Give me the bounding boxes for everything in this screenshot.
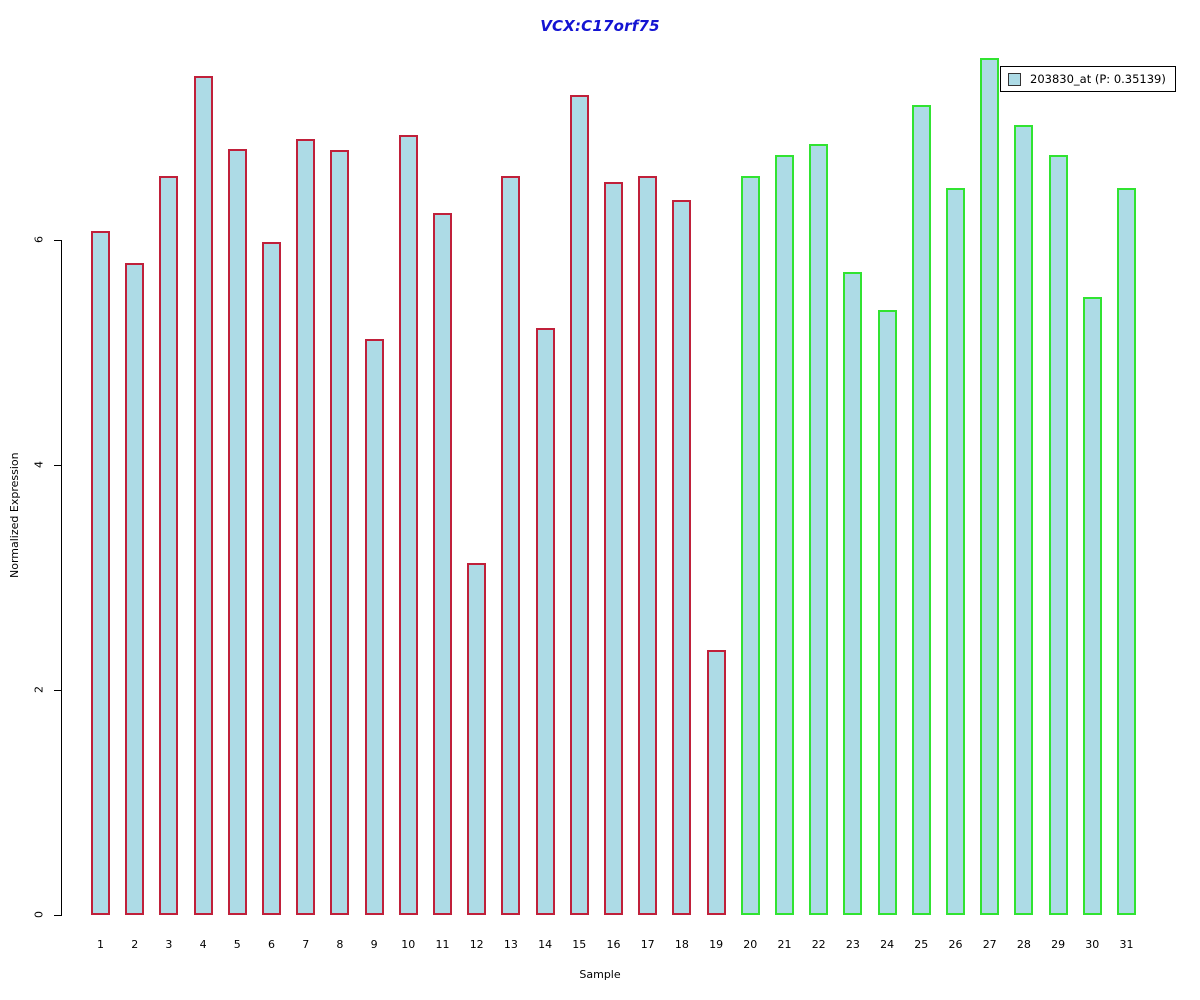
y-axis-line [61,240,62,916]
bar[interactable] [1014,125,1034,915]
bar[interactable] [193,75,213,915]
x-axis-tick-label: 23 [845,938,860,951]
bar[interactable] [877,309,897,915]
bar[interactable] [775,154,794,915]
x-axis-tick-label: 2 [131,938,139,951]
x-axis-tick-label: 28 [1016,938,1031,951]
x-axis-tick-label: 31 [1119,938,1134,951]
bar[interactable] [1082,297,1102,915]
bar[interactable] [433,213,452,915]
chart-title: VCX:C17orf75 [540,17,660,35]
bar[interactable] [227,148,247,915]
bar[interactable] [843,271,863,915]
x-axis-tick-label: 12 [469,938,484,951]
x-axis-tick-label: 1 [97,938,104,951]
bar[interactable] [1048,154,1068,915]
x-axis-tick-label: 4 [199,938,207,951]
x-axis-tick-label: 14 [538,938,553,951]
y-axis-tick [54,240,61,241]
x-axis-tick-label: 8 [336,938,344,951]
bar[interactable] [125,262,145,915]
bar[interactable] [1117,188,1136,915]
x-axis-tick-label: 19 [709,938,724,951]
legend-entry-label: 203830_at (P: 0.35139) [1030,72,1166,86]
bar[interactable] [364,339,384,915]
bar[interactable] [980,57,1000,915]
bar[interactable] [262,242,281,915]
x-axis-title: Sample [579,968,621,981]
x-axis-tick-label: 27 [982,938,997,951]
bar[interactable] [467,562,487,915]
bar[interactable] [159,175,179,915]
x-axis-tick-label: 10 [401,938,416,951]
legend-swatch-icon [1008,72,1021,86]
bar[interactable] [296,138,316,915]
y-axis-tick [54,690,61,691]
y-axis-title: Normalized Expression [8,452,21,578]
x-axis-tick-label: 29 [1051,938,1066,951]
x-axis-tick-label: 11 [435,938,450,951]
y-axis-tick [54,915,61,916]
y-axis-tick-label: 6 [32,236,46,243]
y-axis-tick-label: 2 [32,686,46,693]
x-axis-tick-label: 17 [640,938,655,951]
bar[interactable] [91,231,110,915]
x-axis-tick-label: 24 [880,938,895,951]
bar[interactable] [398,135,418,915]
y-axis-tick-label: 0 [32,911,46,918]
x-axis-tick-label: 30 [1085,938,1100,951]
bar[interactable] [604,181,623,915]
x-axis-tick-label: 26 [948,938,963,951]
x-axis-tick-label: 5 [233,938,241,951]
x-axis-tick-label: 21 [777,938,792,951]
bar[interactable] [740,175,760,915]
x-axis-tick-label: 25 [914,938,929,951]
x-axis-tick-label: 20 [743,938,758,951]
bar[interactable] [809,144,829,915]
bar[interactable] [706,649,726,915]
x-axis-tick-label: 9 [370,938,378,951]
bar[interactable] [501,175,521,915]
bar[interactable] [672,199,692,915]
x-axis-tick-label: 22 [811,938,826,951]
x-axis-tick-label: 6 [268,938,275,951]
x-axis-tick-label: 16 [606,938,621,951]
y-axis-tick [54,465,61,466]
x-axis-tick-label: 7 [302,938,310,951]
bar[interactable] [569,94,589,915]
bar[interactable] [911,105,931,915]
x-axis-line [84,915,1126,916]
x-axis-tick-label: 3 [165,938,173,951]
x-axis-tick-label: 13 [503,938,518,951]
y-axis-tick-label: 4 [32,461,46,468]
chart-legend: 203830_at (P: 0.35139) [1000,66,1176,92]
bar[interactable] [638,175,658,915]
bar[interactable] [946,188,965,915]
x-axis-tick-label: 15 [572,938,587,951]
x-axis-tick-label: 18 [674,938,689,951]
bar[interactable] [535,327,555,915]
bar[interactable] [330,150,350,915]
